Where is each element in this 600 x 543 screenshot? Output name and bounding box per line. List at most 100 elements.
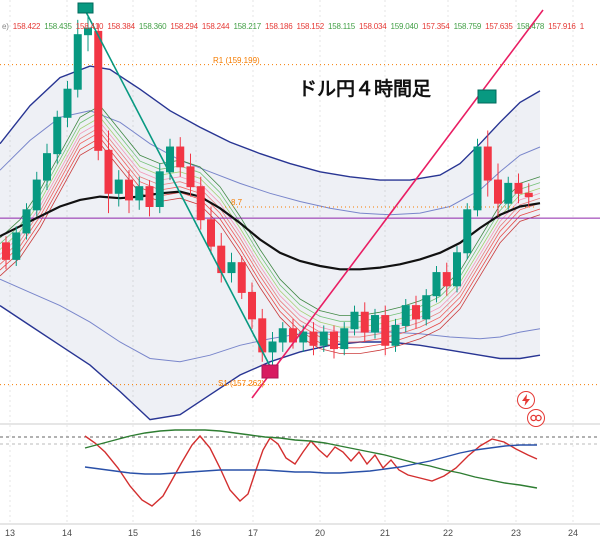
candle-body	[248, 291, 256, 320]
candle-body	[155, 171, 164, 208]
indicator-value: 158.294	[170, 22, 198, 31]
values-prefix: e)	[2, 22, 9, 31]
candle-body	[94, 30, 103, 151]
candle-body	[473, 146, 482, 211]
indicator-value: 158.759	[453, 22, 482, 31]
candle-body	[463, 209, 472, 254]
black-ma-line	[0, 190, 541, 271]
candle-body	[340, 328, 349, 350]
candle-body	[176, 146, 185, 168]
candle-body	[442, 272, 451, 287]
x-axis-label[interactable]: 23	[510, 528, 522, 538]
x-axis-label[interactable]: 15	[127, 528, 139, 538]
x-axis-label[interactable]: 14	[61, 528, 73, 538]
indicator-value: 158.034	[358, 22, 387, 31]
indicator-value: 158.360	[138, 22, 167, 31]
indicator-value: 159.040	[390, 22, 419, 31]
indicator-value: 158.217	[233, 22, 261, 31]
indicator-value: 158.115	[328, 22, 355, 31]
candle-body	[166, 146, 174, 173]
candle-body	[371, 315, 379, 333]
candle-body	[63, 88, 72, 118]
candle-body	[268, 341, 277, 353]
candle-body	[12, 232, 21, 260]
oscillator-signal-blue-line	[84, 444, 537, 475]
x-axis-label[interactable]: 24	[567, 528, 579, 538]
indicator-value: 158.384	[107, 22, 135, 31]
candle-body	[381, 315, 390, 346]
candle-body	[330, 331, 338, 350]
teal-trendline[interactable]	[85, 11, 272, 369]
oscillator-fast-red-line	[84, 434, 538, 507]
candle-body	[145, 186, 154, 208]
candle-body	[43, 153, 51, 181]
pink-square-marker-bottom[interactable]	[261, 364, 279, 379]
indicator-value: 158.186	[264, 22, 293, 31]
indicator-values-row: e) 158.422 158.435 158.410 158.384 158.360 158…	[2, 22, 600, 31]
double-circle-badge-icon[interactable]	[527, 409, 545, 427]
candle-body	[360, 311, 369, 333]
indicator-value: 157.916	[548, 22, 576, 31]
candle-body	[186, 166, 195, 188]
indicator-value: 158.244	[201, 22, 230, 31]
pivot-s1-label: S1 (157.262)	[218, 379, 265, 388]
lightning-glyph	[522, 394, 530, 406]
candle-body	[412, 305, 420, 320]
indicator-value: 158.478	[516, 22, 545, 31]
candles[interactable]	[2, 14, 533, 379]
indicator-value: 158.422	[12, 22, 41, 31]
candle-body	[196, 186, 205, 221]
candle-body	[22, 209, 31, 234]
candle-body	[53, 116, 62, 155]
candle-body	[227, 262, 236, 274]
candle-body	[237, 262, 246, 293]
lightning-badge-icon[interactable]	[517, 391, 535, 409]
ema-ribbon	[0, 105, 541, 354]
indicator-value: 158.435	[44, 22, 72, 31]
x-axis-label[interactable]: 16	[190, 528, 202, 538]
candle-body	[32, 179, 41, 211]
candle-body	[278, 328, 287, 343]
chart-title: ドル円４時間足	[298, 79, 432, 100]
candle-body	[524, 192, 533, 198]
candle-body	[401, 305, 410, 326]
outer-lower-band	[0, 305, 541, 421]
candle-body	[432, 272, 441, 297]
candle-body	[422, 295, 431, 320]
pink-trendline[interactable]	[251, 9, 544, 399]
candle-body	[350, 311, 359, 330]
candle-body	[114, 179, 123, 194]
candle-body	[73, 34, 82, 90]
candle-body	[504, 182, 513, 204]
candle-body	[104, 149, 113, 194]
candle-body	[84, 27, 92, 36]
x-axis: 13 14 15 16 17 20 21 22 23 24	[0, 528, 600, 543]
candle-body	[391, 324, 400, 346]
x-axis-label[interactable]: 13	[4, 528, 16, 538]
indicator-value: 158.410	[75, 22, 104, 31]
x-axis-label[interactable]: 21	[379, 528, 391, 538]
teal-square-marker-right[interactable]	[477, 89, 497, 104]
candle-body	[494, 179, 502, 204]
candle-body	[135, 186, 144, 201]
candle-body	[125, 179, 133, 201]
double-circle-glyph	[530, 414, 542, 422]
candle-body	[289, 328, 297, 343]
candle-body	[453, 252, 461, 287]
oscillator-slow-green-line	[84, 429, 538, 489]
x-axis-label[interactable]: 17	[247, 528, 259, 538]
x-axis-label[interactable]: 22	[442, 528, 454, 538]
pivot-p-label: 8.7	[231, 198, 243, 207]
indicator-value: 157.354	[422, 22, 450, 31]
candle-body	[207, 219, 215, 247]
candle-body	[514, 182, 523, 194]
x-axis-label[interactable]: 20	[314, 528, 326, 538]
candle-body	[2, 242, 10, 260]
candle-body	[309, 331, 318, 346]
candle-body	[483, 146, 492, 181]
teal-square-marker-top[interactable]	[77, 2, 94, 14]
indicator-value: 157.635	[485, 22, 513, 31]
indicator-value: 158.152	[296, 22, 325, 31]
